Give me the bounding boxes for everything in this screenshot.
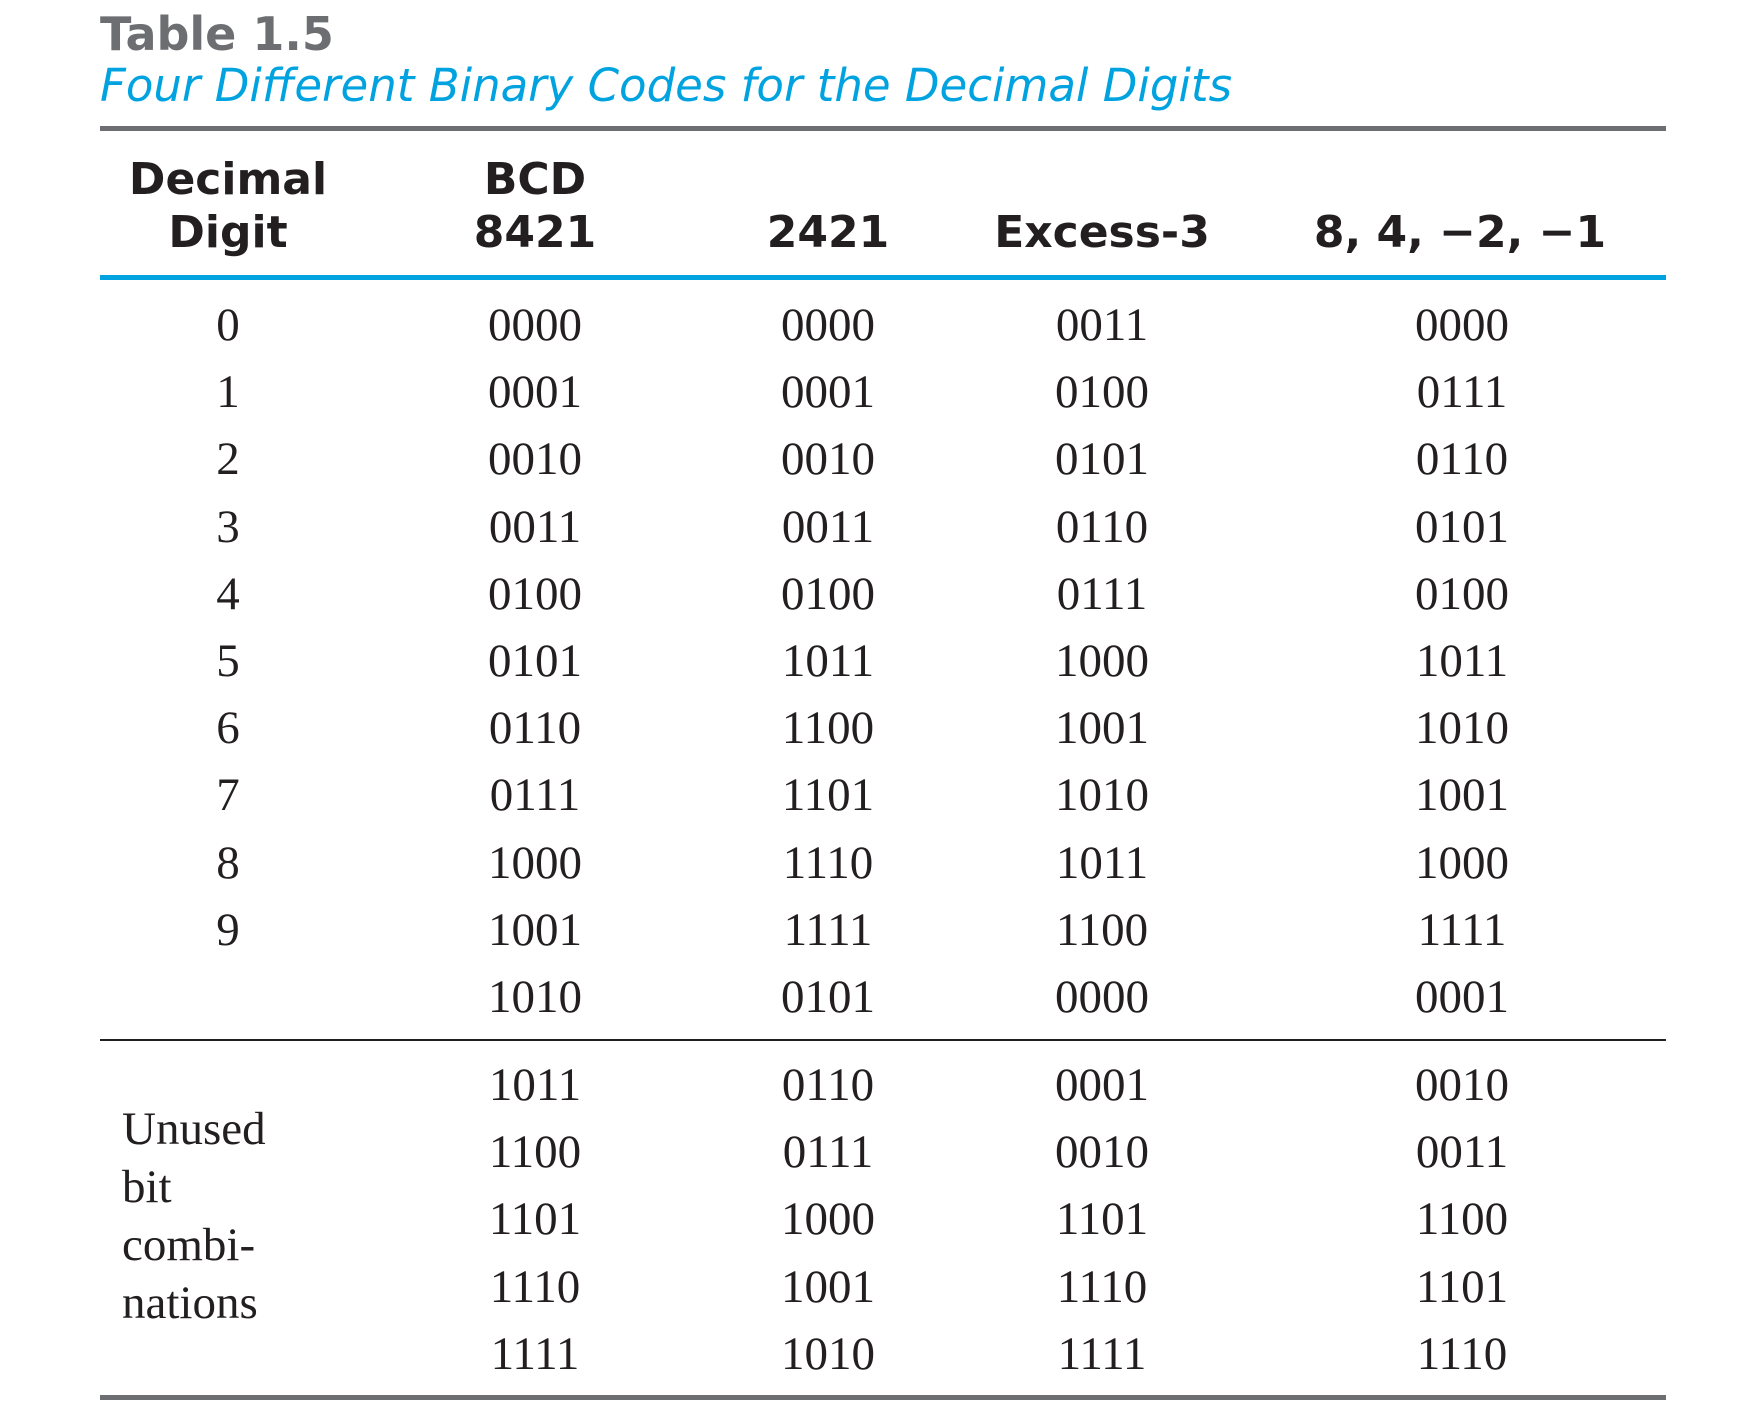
code-cell: 1000 [488,836,582,889]
decimal-digit-cell: 4 [216,567,240,620]
unused-code-cell: 1110 [1416,1327,1508,1380]
code-cell: 0011 [781,500,875,553]
code-cell: 0110 [1055,500,1149,553]
code-cell: 1011 [1415,635,1509,687]
code-cell: 1100 [1055,903,1149,956]
header-line: 8, 4, −2, −1 [1313,207,1607,258]
middle-rule [100,1039,1666,1041]
unused-code-cell: 1011 [488,1059,582,1111]
unused-label-line: nations [122,1277,258,1329]
code-cell: 1001 [488,903,582,956]
code-cell: 0101 [488,635,582,687]
header-line: Digit [168,207,288,258]
code-cell: 0000 [488,299,582,351]
code-cell: 0010 [488,433,582,486]
code-cell: 1001 [1055,702,1149,755]
unused-code-cell: 1000 [781,1193,875,1246]
decimal-digit-cell: 8 [216,836,240,889]
code-cell: 1010 [1055,769,1149,822]
unused-code-cell: 1101 [1415,1260,1509,1313]
unused-code-cell: 1001 [781,1260,875,1313]
unused-code-cell: 0110 [781,1059,875,1111]
unused-code-cell: 0111 [782,1126,874,1179]
code-cell: 0000 [1415,299,1509,351]
decimal-digit-cell: 2 [216,433,240,486]
code-cell: 0111 [489,769,581,822]
header-excess-3: Excess-3 [962,206,1242,259]
decimal-digit-cell: 0 [216,299,240,351]
decimal-digit-cell: 3 [216,500,240,553]
code-cell: 0111 [1056,567,1148,620]
code-cell: 0001 [488,366,582,419]
unused-code-cell: 0010 [1415,1059,1509,1111]
code-cell: 0000 [1055,971,1149,1023]
code-cell: 0001 [781,366,875,419]
code-cell: 1011 [781,635,875,687]
header-line: Decimal [128,154,328,205]
code-cell: 1110 [782,836,874,889]
unused-code-cell: 1101 [1055,1193,1149,1246]
unused-label-line: combi- [122,1219,256,1271]
code-cell: 0100 [1055,366,1149,419]
unused-code-cell: 0010 [1055,1126,1149,1179]
code-cell: 1100 [781,702,875,755]
header-decimal-digit: Decimal Digit [118,153,338,259]
unused-label: Unused bit combi- nations [122,1100,266,1332]
unused-label-line: bit [122,1161,172,1213]
code-cell: 1011 [1055,836,1149,889]
header-line: 8421 [473,207,597,258]
code-cell: 0011 [1055,299,1149,351]
header-bcd-8421: BCD 8421 [415,153,655,259]
unused-code-cell: 1110 [489,1260,581,1313]
decimal-digit-cell: 1 [216,366,240,419]
decimal-digit-cell: 9 [216,903,240,956]
unused-code-cell: 1010 [781,1327,875,1380]
code-cell: 1101 [781,769,875,822]
code-cell: 0101 [781,971,875,1023]
code-cell: 1001 [1415,769,1509,822]
code-cell: 0110 [488,702,582,755]
unused-code-cell: 1111 [490,1327,580,1380]
code-cell: 1010 [1415,702,1509,755]
code-cell: 0010 [781,433,875,486]
unused-code-cell: 0001 [1055,1059,1149,1111]
top-rule [100,126,1666,131]
code-cell: 0000 [781,299,875,351]
code-cell: 1000 [1055,635,1149,687]
code-cell: 1111 [783,903,873,956]
unused-code-cell: 1100 [488,1126,582,1179]
bottom-rule [100,1395,1666,1400]
header-line: BCD [483,154,587,205]
decimal-digit-cell: 5 [216,635,240,687]
decimal-digit-cell: 6 [216,702,240,755]
code-cell: 0100 [488,567,582,620]
code-cell: 0110 [1415,433,1509,486]
decimal-digit-cell: 7 [216,769,240,822]
code-cell: 0111 [1416,366,1508,419]
header-rule [100,275,1666,280]
unused-code-cell: 1111 [1057,1327,1147,1380]
unused-code-cell: 1101 [488,1193,582,1246]
code-cell: 0100 [1415,567,1509,620]
code-cell: 0101 [1415,500,1509,553]
code-cell: 0001 [1415,971,1509,1023]
code-cell: 0101 [1055,433,1149,486]
unused-code-cell: 0011 [1415,1126,1509,1179]
code-cell: 1010 [488,971,582,1023]
header-line: 2421 [766,207,890,258]
code-cell: 0011 [488,500,582,553]
decimal-digit-cell [108,964,348,1031]
header-8-4-neg2-neg1: 8, 4, −2, −1 [1270,206,1650,259]
code-cell: 0100 [781,567,875,620]
unused-label-line: Unused [122,1103,266,1155]
header-2421: 2421 [708,206,948,259]
unused-code-cell: 1100 [1415,1193,1509,1246]
table-caption: Four Different Binary Codes for the Deci… [100,59,1233,112]
code-cell: 1111 [1417,903,1507,956]
unused-code-cell: 1110 [1056,1260,1148,1313]
table-number: Table 1.5 [100,7,334,61]
header-line: Excess-3 [994,207,1210,258]
code-cell: 1000 [1415,836,1509,889]
